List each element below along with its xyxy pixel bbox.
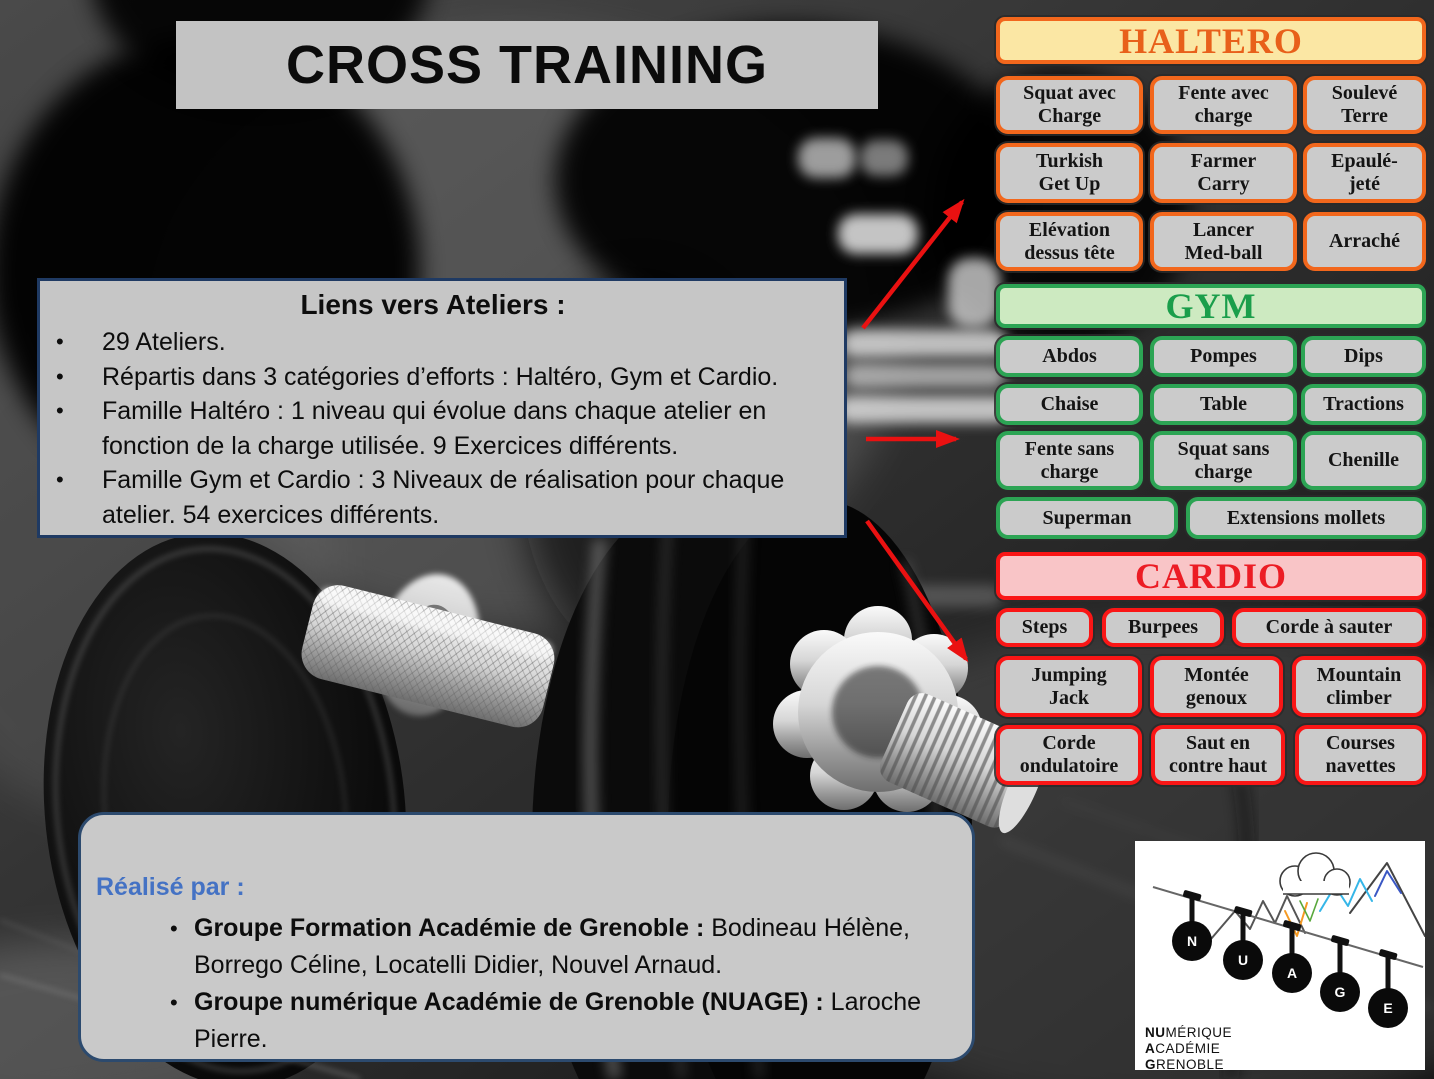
credits-bullet-2-text: Laroche Pierre.	[194, 988, 922, 1053]
exercise-button-courses-navettes[interactable]: Courses navettes	[1295, 725, 1426, 785]
exercise-button-fente-sans-charge[interactable]: Fente sans charge	[996, 431, 1143, 490]
exercise-button-elevation-dessus-tete[interactable]: Elévation dessus tête	[996, 212, 1143, 271]
exercise-button-extensions-mollets[interactable]: Extensions mollets	[1186, 497, 1426, 539]
dumbbell-handle	[301, 585, 555, 728]
credits-bullet-1-bold: Groupe Formation Académie de Grenoble :	[194, 914, 705, 942]
exercise-button-mountain-climber[interactable]: Mountain climber	[1292, 656, 1426, 717]
svg-text:A: A	[1287, 965, 1297, 981]
exercise-button-saut-en-contre-haut[interactable]: Saut en contre haut	[1151, 725, 1285, 785]
credits-heading: Réalisé par :	[96, 873, 245, 901]
cardio-section-header: CARDIO	[996, 552, 1426, 600]
exercise-button-squat-avec-charge[interactable]: Squat avec Charge	[996, 76, 1143, 134]
exercise-button-lancer-med-ball[interactable]: Lancer Med-ball	[1150, 212, 1297, 271]
links-bullet-list: 29 Ateliers. Répartis dans 3 catégories …	[40, 325, 826, 532]
exercise-button-steps[interactable]: Steps	[996, 608, 1093, 647]
exercise-button-tractions[interactable]: Tractions	[1301, 384, 1426, 425]
credits-bullet-2: Groupe numérique Académie de Grenoble (N…	[96, 984, 946, 1058]
exercise-button-montee-genoux[interactable]: Montée genoux	[1150, 656, 1283, 717]
links-box-title: Liens vers Ateliers :	[300, 289, 566, 320]
exercise-button-jumping-jack[interactable]: Jumping Jack	[996, 656, 1142, 717]
exercise-button-epaule-jete[interactable]: Epaulé- jeté	[1303, 143, 1426, 203]
exercise-button-chenille[interactable]: Chenille	[1301, 431, 1426, 490]
logo-cloud	[1279, 852, 1351, 897]
exercise-button-chaise[interactable]: Chaise	[996, 384, 1143, 425]
gym-section-header: GYM	[996, 284, 1426, 328]
exercise-button-pompes[interactable]: Pompes	[1150, 336, 1297, 377]
svg-text:GRENOBLE: GRENOBLE	[1145, 1057, 1224, 1070]
logo-caption: NUMÉRIQUE ACADÉMIE GRENOBLE	[1145, 1025, 1232, 1070]
exercise-button-turkish-get-up[interactable]: Turkish Get Up	[996, 143, 1143, 203]
links-bullet-4: Famille Gym et Cardio : 3 Niveaux de réa…	[40, 463, 826, 532]
exercise-button-burpees[interactable]: Burpees	[1102, 608, 1224, 647]
svg-text:G: G	[1335, 984, 1346, 1000]
logo-gondolas: N U A G E	[1172, 890, 1408, 1028]
credits-bullet-1-text: Bodineau Hélène, Borrego Céline, Locatel…	[194, 914, 910, 979]
exercise-button-squat-sans-charge[interactable]: Squat sans charge	[1150, 431, 1297, 490]
credits-bullet-1: Groupe Formation Académie de Grenoble : …	[96, 910, 946, 984]
exercise-button-dips[interactable]: Dips	[1301, 336, 1426, 377]
haltero-section-header: HALTERO	[996, 17, 1426, 64]
links-bullet-2: Répartis dans 3 catégories d’efforts : H…	[40, 360, 826, 395]
exercise-button-fente-avec-charge[interactable]: Fente avec charge	[1150, 76, 1297, 134]
links-bullet-3: Famille Haltéro : 1 niveau qui évolue da…	[40, 394, 826, 463]
exercise-button-corde-a-sauter[interactable]: Corde à sauter	[1232, 608, 1426, 647]
svg-text:NUMÉRIQUE: NUMÉRIQUE	[1145, 1025, 1232, 1040]
svg-text:E: E	[1383, 1000, 1392, 1016]
exercise-button-souleve-terre[interactable]: Soulevé Terre	[1303, 76, 1426, 134]
credits-bullet-2-bold: Groupe numérique Académie de Grenoble (N…	[194, 988, 824, 1016]
credits-box: Réalisé par : Groupe Formation Académie …	[78, 812, 975, 1062]
exercise-button-corde-ondulatoire[interactable]: Corde ondulatoire	[996, 725, 1142, 785]
credits-bullet-list: Groupe Formation Académie de Grenoble : …	[96, 910, 946, 1058]
nuage-logo: N U A G E NUMÉRIQUE ACADÉMIE GRENOBLE	[1135, 841, 1425, 1070]
exercise-button-farmer-carry[interactable]: Farmer Carry	[1150, 143, 1297, 203]
links-bullet-1: 29 Ateliers.	[40, 325, 826, 360]
svg-text:N: N	[1187, 933, 1197, 949]
links-box: Liens vers Ateliers : 29 Ateliers. Répar…	[37, 278, 847, 538]
exercise-button-table[interactable]: Table	[1150, 384, 1297, 425]
exercise-button-superman[interactable]: Superman	[996, 497, 1178, 539]
page-title: CROSS TRAINING	[176, 21, 878, 109]
svg-text:ACADÉMIE: ACADÉMIE	[1145, 1041, 1220, 1056]
svg-text:U: U	[1238, 952, 1248, 968]
exercise-button-arrache[interactable]: Arraché	[1303, 212, 1426, 271]
exercise-button-abdos[interactable]: Abdos	[996, 336, 1143, 377]
